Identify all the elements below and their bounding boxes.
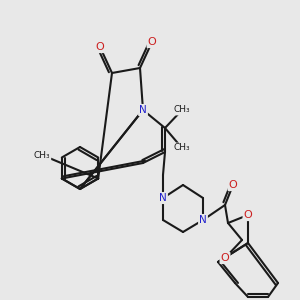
- Text: N: N: [159, 193, 167, 203]
- Text: O: O: [244, 210, 252, 220]
- Text: O: O: [220, 253, 230, 263]
- Text: N: N: [199, 215, 207, 225]
- Text: O: O: [96, 42, 104, 52]
- Text: O: O: [148, 37, 156, 47]
- Text: O: O: [229, 180, 237, 190]
- Text: CH₃: CH₃: [174, 106, 190, 115]
- Text: CH₃: CH₃: [34, 151, 50, 160]
- Text: N: N: [139, 105, 147, 115]
- Text: CH₃: CH₃: [174, 143, 190, 152]
